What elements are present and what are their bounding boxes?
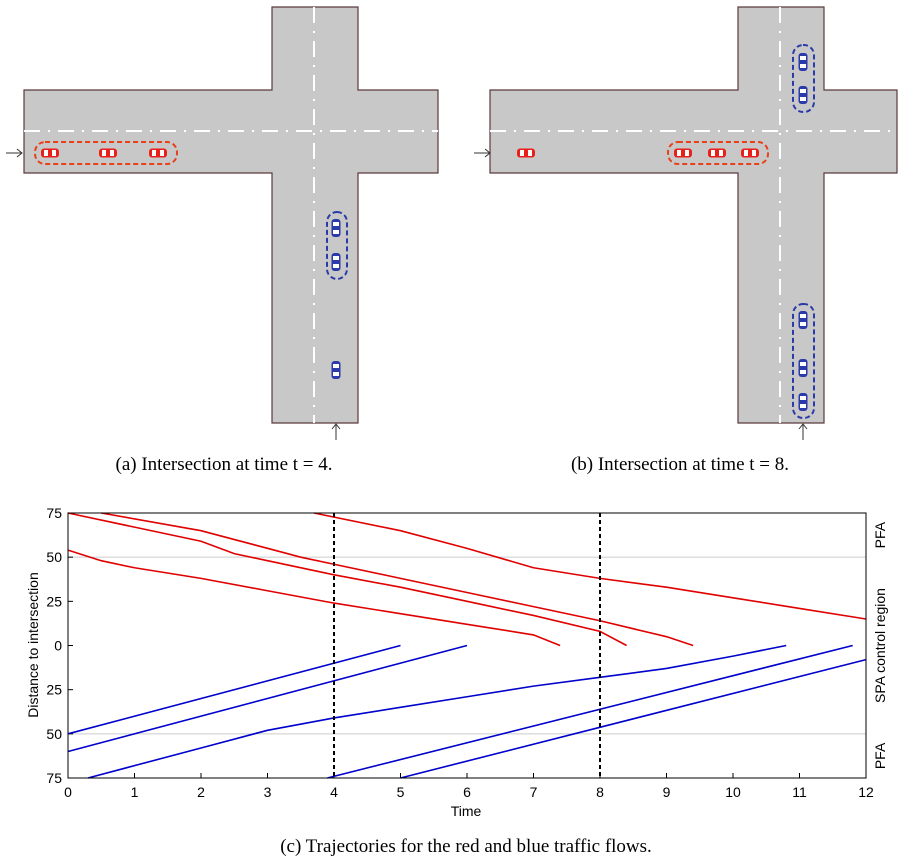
car <box>708 149 726 158</box>
y-tick-label: 25 <box>46 682 62 698</box>
car-window <box>520 150 524 156</box>
car-window <box>800 64 806 68</box>
x-tick-label: 1 <box>131 784 139 800</box>
x-tick-label: 0 <box>64 784 72 800</box>
arrow <box>6 149 22 157</box>
x-tick-label: 7 <box>530 784 538 800</box>
arrow <box>332 424 340 440</box>
x-tick-label: 11 <box>792 784 807 800</box>
car-window <box>800 89 806 93</box>
x-tick-label: 8 <box>596 784 604 800</box>
trajectory <box>314 513 866 619</box>
car-window <box>685 150 689 156</box>
car-window <box>711 150 715 156</box>
car-window <box>333 230 339 234</box>
car-window <box>719 150 723 156</box>
caption: (c) Trajectories for the red and blue tr… <box>280 836 652 857</box>
car-window <box>52 150 56 156</box>
car-window <box>333 264 339 268</box>
caption: (a) Intersection at time t = 4. <box>116 454 333 475</box>
car <box>799 359 808 377</box>
y-tick-label: 75 <box>46 505 62 521</box>
car <box>332 361 341 379</box>
car-window <box>152 150 156 156</box>
x-tick-label: 3 <box>264 784 272 800</box>
arrow <box>474 149 490 157</box>
car-window <box>752 150 756 156</box>
x-tick-label: 9 <box>663 784 671 800</box>
car <box>741 149 759 158</box>
car <box>674 149 692 158</box>
y-axis-title: Distance to intersection <box>25 572 41 718</box>
car-window <box>110 150 114 156</box>
road <box>490 7 897 423</box>
car-window <box>800 56 806 60</box>
car <box>99 149 117 158</box>
x-axis-title: Time <box>451 803 482 819</box>
car <box>41 149 59 158</box>
trajectory <box>401 660 867 778</box>
trajectory <box>68 513 627 646</box>
car <box>799 311 808 329</box>
car-window <box>800 322 806 326</box>
car-window <box>800 97 806 101</box>
car <box>149 149 167 158</box>
car-window <box>102 150 106 156</box>
x-tick-label: 10 <box>725 784 741 800</box>
trajectory <box>327 646 852 779</box>
x-tick-label: 4 <box>330 784 338 800</box>
car <box>517 149 535 158</box>
car <box>799 53 808 71</box>
y-tick-label: 75 <box>46 770 62 786</box>
car-window <box>744 150 748 156</box>
car-window <box>800 370 806 374</box>
y-tick-label: 25 <box>46 593 62 609</box>
car-window <box>677 150 681 156</box>
trajectory <box>68 646 467 752</box>
x-tick-label: 5 <box>397 784 405 800</box>
trajectory <box>88 646 786 779</box>
road <box>24 7 438 423</box>
region-label: PFA <box>872 742 888 769</box>
trajectory <box>68 550 560 645</box>
car-window <box>44 150 48 156</box>
car-window <box>333 222 339 226</box>
x-tick-label: 6 <box>463 784 471 800</box>
car-window <box>800 362 806 366</box>
car-window <box>160 150 164 156</box>
y-tick-label: 50 <box>46 726 62 742</box>
region-label: PFA <box>872 521 888 548</box>
caption: (b) Intersection at time t = 8. <box>571 454 789 475</box>
car-window <box>800 396 806 400</box>
y-tick-label: 50 <box>46 549 62 565</box>
car-window <box>333 256 339 260</box>
x-tick-label: 2 <box>197 784 205 800</box>
car-window <box>800 404 806 408</box>
intersection-diagrams <box>6 7 897 440</box>
car-window <box>333 372 339 376</box>
arrow <box>799 424 807 440</box>
car-window <box>800 314 806 318</box>
car-window <box>333 364 339 368</box>
car <box>332 219 341 237</box>
trajectory <box>68 646 401 734</box>
x-tick-label: 12 <box>858 784 874 800</box>
car <box>799 393 808 411</box>
car <box>332 253 341 271</box>
y-tick-label: 0 <box>54 638 62 654</box>
region-label: SPA control region <box>872 588 888 703</box>
figure: (a) Intersection at time t = 4. (b) Inte… <box>0 0 899 858</box>
car <box>799 86 808 104</box>
car-window <box>528 150 532 156</box>
